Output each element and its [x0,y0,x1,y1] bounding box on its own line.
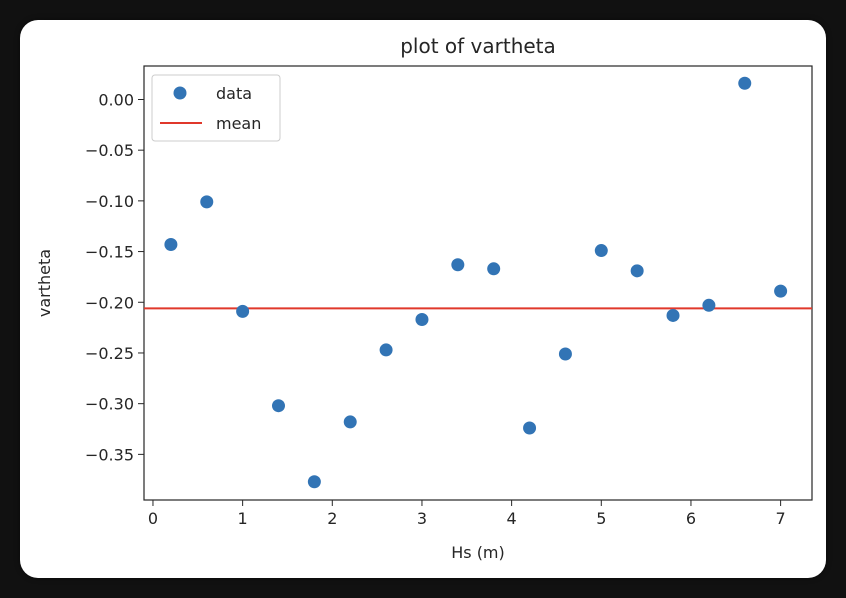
data-point [415,313,429,327]
data-point [200,195,214,209]
chart-title: plot of vartheta [400,34,556,58]
x-axis: 0 1 2 3 4 5 6 7 [148,500,786,528]
data-point [630,264,644,278]
y-tick-label: 0.00 [98,90,134,109]
x-tick-label: 3 [417,509,427,528]
y-tick-label: −0.15 [85,243,134,262]
x-tick-label: 1 [238,509,248,528]
x-tick-label: 2 [327,509,337,528]
x-tick-label: 5 [596,509,606,528]
data-point [451,258,465,272]
x-tick-label: 6 [686,509,696,528]
legend-data-label: data [216,84,252,103]
data-point [558,347,572,361]
x-tick-label: 7 [776,509,786,528]
y-tick-label: −0.10 [85,192,134,211]
y-axis: 0.00 −0.05 −0.10 −0.15 −0.20 −0.25 −0.30 −0.35 [85,90,144,464]
x-tick-label: 0 [148,509,158,528]
data-point [523,421,537,435]
data-point [774,284,788,298]
y-tick-label: −0.30 [85,395,134,414]
data-point [271,399,285,413]
scatter-chart: plot of vartheta 0 1 2 3 4 5 6 7 0.00 −0.05 −0.10… [35,34,813,562]
data-point [594,244,608,258]
y-tick-label: −0.05 [85,141,134,160]
y-axis-label: vartheta [35,249,54,317]
x-tick-label: 4 [507,509,517,528]
data-point [702,298,716,312]
x-axis-label: Hs (m) [451,543,505,562]
y-tick-label: −0.25 [85,344,134,363]
chart-card: plot of vartheta 0 1 2 3 4 5 6 7 0.00 −0.05 −0.10… [20,20,826,578]
data-point [307,475,321,489]
plot-frame [143,65,813,501]
plot-area [143,65,813,501]
legend: data mean [151,74,281,142]
data-point [236,304,250,318]
data-point [738,76,752,90]
y-tick-label: −0.35 [85,445,134,464]
legend-data-marker [173,86,187,100]
data-point [487,262,501,276]
data-point [379,343,393,357]
data-point [666,308,680,322]
legend-mean-label: mean [216,114,261,133]
data-point [164,237,178,251]
y-tick-label: −0.20 [85,293,134,312]
data-point [343,415,357,429]
